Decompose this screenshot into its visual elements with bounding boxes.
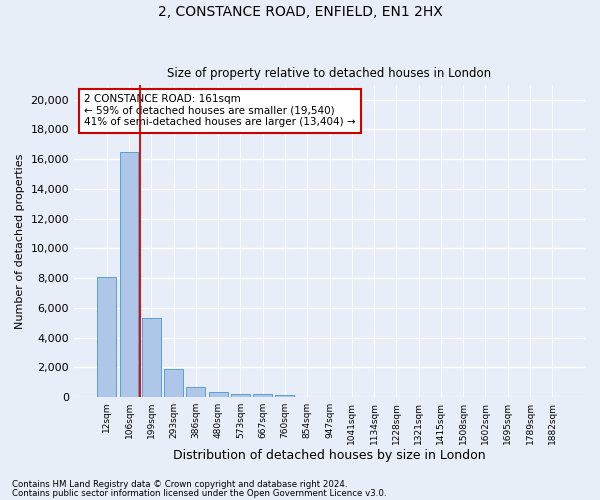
Bar [253,394,272,397]
Bar [275,395,295,397]
Title: Size of property relative to detached houses in London: Size of property relative to detached ho… [167,66,491,80]
Text: Contains public sector information licensed under the Open Government Licence v3: Contains public sector information licen… [12,488,386,498]
Text: 2 CONSTANCE ROAD: 161sqm
← 59% of detached houses are smaller (19,540)
41% of se: 2 CONSTANCE ROAD: 161sqm ← 59% of detach… [84,94,356,128]
Bar [231,394,250,397]
Bar [142,318,161,397]
X-axis label: Distribution of detached houses by size in London: Distribution of detached houses by size … [173,450,486,462]
Bar [119,152,139,397]
Text: 2, CONSTANCE ROAD, ENFIELD, EN1 2HX: 2, CONSTANCE ROAD, ENFIELD, EN1 2HX [158,5,442,19]
Bar [209,392,227,397]
Bar [187,387,205,397]
Bar [164,370,183,397]
Text: Contains HM Land Registry data © Crown copyright and database right 2024.: Contains HM Land Registry data © Crown c… [12,480,347,489]
Bar [97,278,116,397]
Y-axis label: Number of detached properties: Number of detached properties [15,153,25,328]
